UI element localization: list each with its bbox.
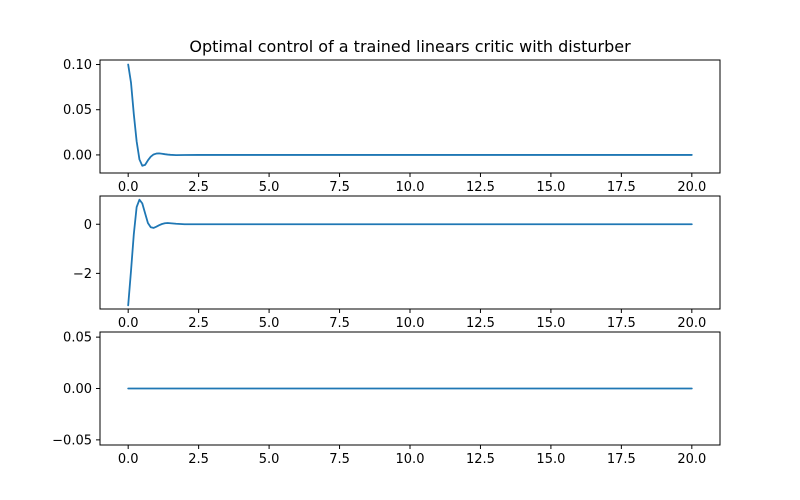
x-tick-label: 5.0 xyxy=(259,452,280,467)
x-tick-label: 17.5 xyxy=(607,452,636,467)
x-tick-label: 15.0 xyxy=(536,452,565,467)
x-tick-label: 0.0 xyxy=(118,180,139,195)
y-tick-label: 0 xyxy=(84,218,92,233)
x-tick-label: 7.5 xyxy=(329,316,350,331)
x-tick-label: 12.5 xyxy=(466,316,495,331)
x-tick-label: 0.0 xyxy=(118,316,139,331)
x-tick-label: 10.0 xyxy=(396,452,425,467)
x-tick-label: 7.5 xyxy=(329,180,350,195)
y-tick-label: −0.05 xyxy=(52,433,92,448)
x-tick-label: 10.0 xyxy=(396,180,425,195)
axes-frame xyxy=(99,195,721,310)
y-tick-label: 0.05 xyxy=(63,103,92,118)
x-tick-label: 7.5 xyxy=(329,452,350,467)
x-tick-label: 20.0 xyxy=(677,452,706,467)
y-tick-label: 0.10 xyxy=(63,58,92,73)
y-tick-label: 0.00 xyxy=(63,148,92,163)
x-tick-label: 15.0 xyxy=(536,180,565,195)
x-tick-label: 5.0 xyxy=(259,180,280,195)
x-tick-label: 12.5 xyxy=(466,180,495,195)
axes-frame xyxy=(99,59,721,174)
y-tick-label: −2 xyxy=(73,267,92,282)
x-tick-label: 17.5 xyxy=(607,316,636,331)
x-tick-label: 10.0 xyxy=(396,316,425,331)
x-tick-label: 12.5 xyxy=(466,452,495,467)
subplot-2: 0.0 2.5 5.0 7.5 10.0 12.5 15.0 17.5 20.0 −2 0 xyxy=(73,195,721,331)
series-line xyxy=(127,198,693,307)
subplot-3: 0.0 2.5 5.0 7.5 10.0 12.5 15.0 17.5 20.0 −0.05 0.0… xyxy=(52,331,721,467)
x-tick-label: 2.5 xyxy=(188,180,209,195)
x-tick-label: 2.5 xyxy=(188,316,209,331)
x-tick-label: 17.5 xyxy=(607,180,636,195)
y-tick-label: 0.00 xyxy=(63,382,92,397)
x-tick-label: 2.5 xyxy=(188,452,209,467)
y-tick-label: 0.05 xyxy=(63,331,92,346)
subplot-1: 0.0 2.5 5.0 7.5 10.0 12.5 15.0 17.5 20.0 0.00 0.05… xyxy=(63,58,721,195)
chart-title: Optimal control of a trained linears cri… xyxy=(189,37,631,56)
x-tick-label: 20.0 xyxy=(677,180,706,195)
x-tick-label: 5.0 xyxy=(259,316,280,331)
x-tick-label: 20.0 xyxy=(677,316,706,331)
subplots-group: 0.0 2.5 5.0 7.5 10.0 12.5 15.0 17.5 20.00.000.05… xyxy=(52,58,721,467)
axes-frame xyxy=(99,331,721,446)
series-line xyxy=(127,63,693,167)
x-tick-label: 15.0 xyxy=(536,316,565,331)
x-tick-label: 0.0 xyxy=(118,452,139,467)
